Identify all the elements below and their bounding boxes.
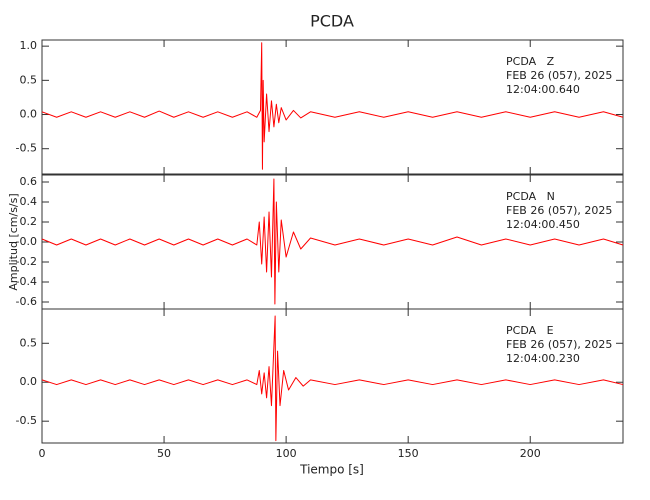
annotation: FEB 26 (057), 2025	[506, 204, 612, 217]
annotation: FEB 26 (057), 2025	[506, 338, 612, 351]
y-tick-label: 0.5	[20, 73, 38, 86]
annotation: PCDA N	[506, 190, 555, 203]
annotation: 12:04:00.450	[506, 218, 580, 231]
x-tick-label: 100	[276, 447, 297, 460]
y-tick-label: -0.0	[16, 235, 37, 248]
y-tick-label: 0.0	[20, 108, 38, 121]
y-tick-label: -0.2	[16, 255, 37, 268]
chart-title: PCDA	[310, 12, 354, 31]
y-tick-label: 0.5	[20, 336, 38, 349]
x-tick-label: 0	[39, 447, 46, 460]
y-tick-label: 1.0	[20, 39, 38, 52]
trace	[41, 315, 624, 442]
trace	[41, 42, 624, 170]
y-tick-label: -0.6	[16, 295, 37, 308]
annotation: 12:04:00.640	[506, 83, 580, 96]
x-tick-label: 150	[398, 447, 419, 460]
annotation: PCDA E	[506, 324, 554, 337]
annotation: PCDA Z	[506, 55, 555, 68]
y-tick-label: -0.5	[16, 414, 37, 427]
x-tick-label: 50	[157, 447, 171, 460]
y-tick-label: -0.4	[16, 275, 37, 288]
annotation: 12:04:00.230	[506, 352, 580, 365]
trace	[41, 178, 624, 305]
panel-frame	[41, 308, 624, 444]
y-tick-label: 0.0	[20, 375, 38, 388]
annotation: FEB 26 (057), 2025	[506, 69, 612, 82]
x-axis-label: Tiempo [s]	[299, 463, 364, 477]
panel-frame	[41, 39, 624, 175]
y-tick-label: 0.6	[20, 175, 38, 188]
y-tick-label: -0.5	[16, 142, 37, 155]
x-tick-label: 200	[520, 447, 541, 460]
y-tick-label: 0.4	[20, 195, 38, 208]
y-axis-label: Amplitud [cm/s/s]	[7, 193, 20, 290]
y-tick-label: 0.2	[20, 215, 38, 228]
